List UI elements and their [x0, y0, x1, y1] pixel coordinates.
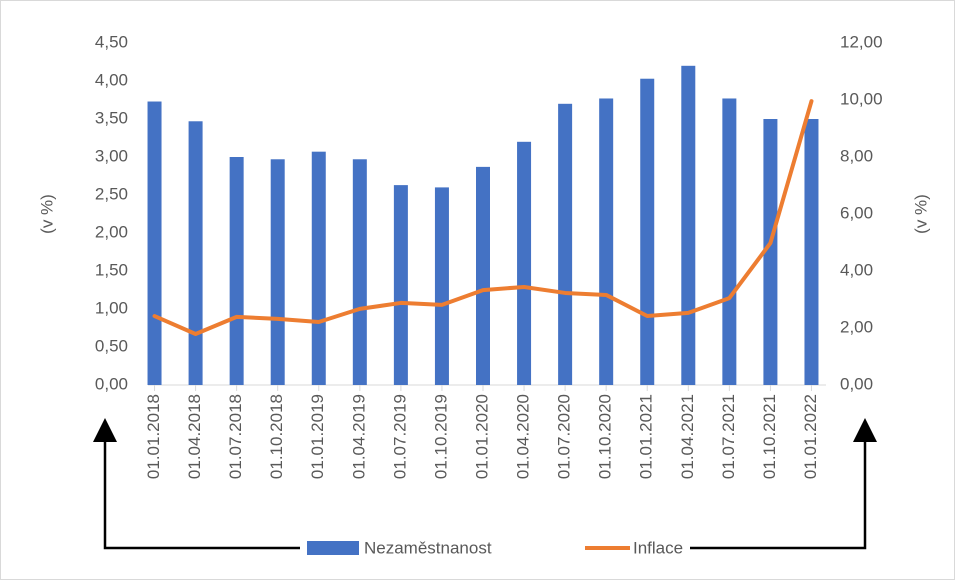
x-tick-label: 01.01.2018: [144, 394, 163, 479]
y-tick-label: 2,00: [95, 222, 128, 241]
x-tick-label: 01.01.2020: [472, 394, 491, 479]
bar: [558, 103, 573, 386]
arrowhead-left: [93, 418, 117, 442]
bar: [434, 187, 449, 385]
x-tick-label: 01.07.2020: [555, 394, 574, 479]
bar: [476, 166, 490, 385]
bar: [640, 78, 655, 385]
x-tick-label: 01.07.2018: [226, 394, 245, 479]
bar: [229, 157, 244, 385]
y-tick-label: 4,50: [95, 32, 128, 51]
bar: [270, 159, 285, 385]
x-tick-label: 01.04.2019: [349, 394, 368, 479]
bar: [722, 98, 737, 385]
x-tick-label: 01.04.2020: [514, 394, 533, 479]
legend-label: Nezaměstnanost: [364, 538, 492, 557]
bar: [804, 119, 819, 385]
y-tick-label: 1,50: [95, 260, 128, 279]
x-tick-label: 01.10.2018: [267, 394, 286, 479]
bar: [393, 185, 408, 385]
y2-axis-title: (v %): [911, 194, 930, 234]
bar: [599, 98, 614, 385]
bar: [311, 151, 326, 385]
y2-tick-label: 10,00: [840, 89, 883, 108]
arrow-left: [103, 440, 300, 550]
bar: [188, 121, 203, 385]
legend-arrows: [103, 440, 867, 550]
bar: [147, 101, 162, 386]
y-tick-label: 0,00: [95, 374, 128, 393]
y-tick-label: 4,00: [95, 70, 128, 89]
x-tick-label: 01.04.2018: [185, 394, 204, 479]
arrowhead-right: [853, 418, 877, 442]
x-tick-label: 01.10.2019: [431, 394, 450, 479]
line: [152, 99, 814, 336]
x-tick-label: 01.07.2019: [390, 394, 409, 479]
x-tick-label: 01.10.2021: [760, 394, 779, 479]
y-tick-label: 2,50: [95, 184, 128, 203]
x-tick-label: 01.01.2019: [308, 394, 327, 479]
y2-tick-label: 2,00: [840, 317, 873, 336]
legend-swatch: [307, 541, 359, 555]
x-tick-label: 01.04.2021: [678, 394, 697, 479]
arrow-right: [690, 440, 867, 550]
x-tick-label: 01.01.2021: [637, 394, 656, 479]
y-tick-label: 3,00: [95, 146, 128, 165]
x-tick-label: 01.10.2020: [596, 394, 615, 479]
y2-tick-label: 12,00: [840, 32, 883, 51]
bar: [517, 141, 532, 385]
y-axis-title: (v %): [37, 194, 56, 234]
legend-label: Inflace: [633, 538, 683, 557]
y-tick-label: 1,00: [95, 298, 128, 317]
bar: [763, 119, 778, 385]
y-tick-label: 0,50: [95, 336, 128, 355]
bar: [352, 159, 367, 385]
y2-tick-label: 4,00: [840, 260, 873, 279]
bar: [681, 65, 696, 386]
y2-tick-label: 8,00: [840, 146, 873, 165]
y2-tick-label: 0,00: [840, 374, 873, 393]
y-tick-label: 3,50: [95, 108, 128, 127]
x-tick-label: 01.07.2021: [719, 394, 738, 479]
y2-tick-label: 6,00: [840, 203, 873, 222]
x-tick-label: 01.01.2022: [801, 394, 820, 479]
